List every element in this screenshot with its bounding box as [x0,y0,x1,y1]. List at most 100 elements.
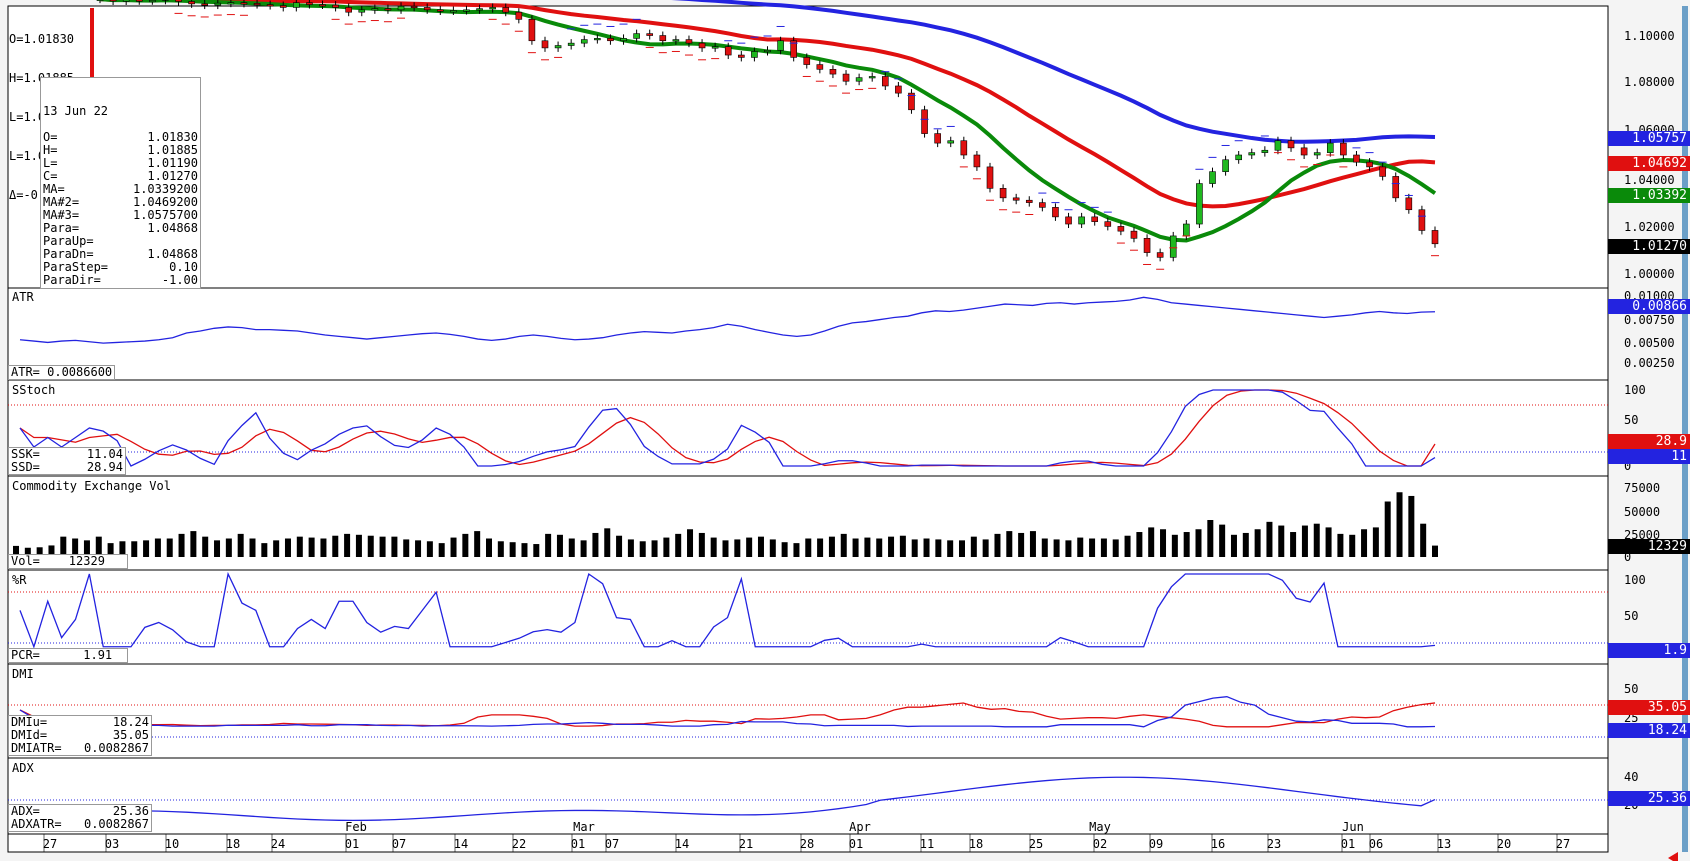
candle-body [633,33,640,39]
value-badge: 1.01270 [1608,239,1690,254]
adx-series [19,776,1436,822]
candle-body [842,73,850,82]
value-badge: 35.05 [1608,700,1690,715]
candle-body [1392,176,1400,199]
axis-tick-label: 50 [1624,682,1639,696]
candle-body [279,5,287,8]
volume-bar [462,533,469,557]
x-tick-label: 03 [105,837,119,851]
volume-bar [1432,545,1438,557]
volume-bar [1372,527,1379,557]
candle-body [175,0,182,2]
candle-body [1287,140,1295,149]
value-badge: 1.04692 [1608,156,1690,171]
candle-body [751,51,758,58]
value-badge: 1.05757 [1608,131,1690,146]
candle-body [450,10,457,13]
candle-body [423,7,431,11]
volume-bar [438,543,445,557]
volume-bar [616,535,623,557]
volume-bar [48,545,55,557]
axis-tick-label: 25000 [1624,528,1661,542]
x-tick-label: 27 [43,837,57,851]
volume-bar [982,539,989,557]
candle-body [764,49,771,53]
axis-tick-label: 0 [1624,550,1632,564]
value-badge: 28.9 [1608,434,1690,449]
volume-bar [1018,532,1025,557]
candle-body [1143,238,1151,253]
axis-tick-label: 1.10000 [1624,29,1675,43]
volume-bar [769,539,776,557]
x-tick-label: 16 [1211,837,1225,851]
volume-bar [793,543,800,557]
candle-body [1130,230,1138,239]
volume-bar [580,540,587,557]
scroll-left-arrow-icon[interactable] [1668,852,1678,861]
volume-bar [379,536,386,557]
volume-bar [923,538,930,557]
x-tick-label: 01 [849,837,863,851]
info-date: 13 Jun 22 [43,104,109,118]
info-row: ParaDir= -1.00 [43,273,198,287]
axis-tick-label: 100 [1624,383,1646,397]
candle-body [240,2,248,5]
volume-bar [781,542,788,557]
candle-body [1091,216,1099,222]
volume-bar [332,535,339,557]
x-tick-label: 18 [226,837,240,851]
candle-body [1117,226,1125,232]
volume-bar [486,538,492,557]
candle-body [947,140,955,144]
right-scroll-edge [1682,6,1688,852]
volume-bar [947,540,954,557]
candle-body [698,42,706,49]
volume-bar [746,537,753,557]
price-series [96,0,1439,270]
info-row: C= 1.01270 [43,169,198,183]
candle-body [1261,149,1269,153]
candle-body [122,0,130,2]
volume-bar [1112,539,1119,557]
candle-body [934,133,941,144]
candle-body [1156,252,1164,258]
volume-bar [1396,492,1403,557]
volume-bar [627,539,634,557]
volume-bar [249,538,256,557]
x-month-label: Apr [849,820,871,834]
candle-body [463,9,470,12]
axis-tick-label: 50000 [1624,505,1661,519]
candle-body [96,0,104,1]
x-tick-label: 23 [1267,837,1281,851]
candle-body [790,40,797,58]
volume-bar [687,529,694,557]
x-month-label: May [1089,820,1111,834]
candle-body [345,7,352,13]
x-tick-label: 28 [800,837,814,851]
readout-row: DMId= 35.05 [11,728,149,742]
candle-body [777,40,784,51]
candle-body [999,188,1007,199]
candle-body [685,39,693,44]
candle-body [986,166,994,189]
volume-bar [36,547,43,557]
volume-bar [805,538,812,557]
x-tick-label: 14 [454,837,468,851]
axis-tick-label: 100 [1624,573,1646,587]
axis-tick-label: 0.00250 [1624,356,1675,370]
candle-body [135,0,143,2]
candle-body [1248,152,1256,156]
volume-bar [1195,529,1202,557]
axis-tick-label: 0 [1624,459,1632,473]
volume-bar [1136,532,1143,557]
volume-bar [1065,540,1072,557]
moving-average-line [99,0,1436,144]
candle-body [881,76,889,87]
candle-body [1431,230,1439,245]
info-row: O= 1.01830 [43,130,198,144]
candle-body [188,1,195,5]
volume-bar [320,538,327,557]
volume-bar [273,540,280,557]
axis-tick-label: 1.02000 [1624,220,1675,234]
x-tick-label: 18 [969,837,983,851]
